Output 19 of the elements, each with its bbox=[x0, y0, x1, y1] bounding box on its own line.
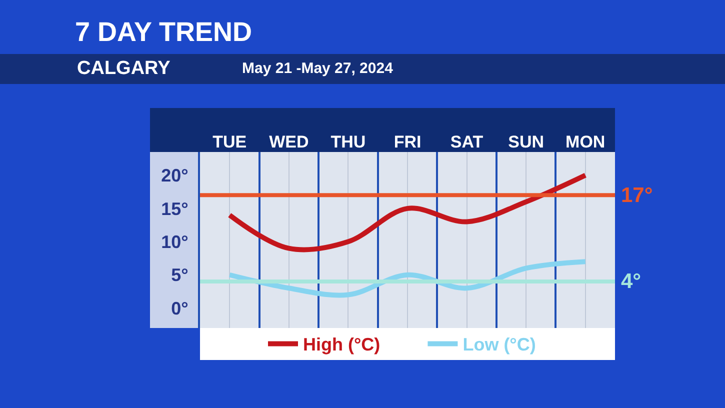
x-tick-label: WED bbox=[269, 132, 309, 152]
ref-line-label: 17° bbox=[621, 184, 653, 207]
x-tick-label: FRI bbox=[394, 132, 422, 152]
legend-label: High (°C) bbox=[303, 334, 380, 355]
y-tick-label: 10° bbox=[161, 232, 188, 252]
y-tick-label: 20° bbox=[161, 166, 188, 186]
y-tick-label: 5° bbox=[171, 265, 188, 286]
legend-label: Low (°C) bbox=[462, 334, 536, 355]
chart-title: 7 DAY TREND bbox=[75, 16, 252, 47]
ref-line-label: 4° bbox=[621, 270, 642, 293]
x-tick-label: SAT bbox=[450, 132, 484, 152]
text: May 21 -May 27, 2024 bbox=[242, 60, 394, 77]
chart-subtitle: CALGARY bbox=[77, 58, 171, 79]
y-tick-label: 15° bbox=[161, 198, 188, 219]
x-tick-label: TUE bbox=[212, 132, 247, 152]
x-tick-label: SUN bbox=[508, 132, 544, 152]
y-tick-label: 0° bbox=[171, 298, 188, 318]
x-tick-label: THU bbox=[330, 132, 366, 152]
x-tick-label: MON bbox=[566, 132, 606, 152]
